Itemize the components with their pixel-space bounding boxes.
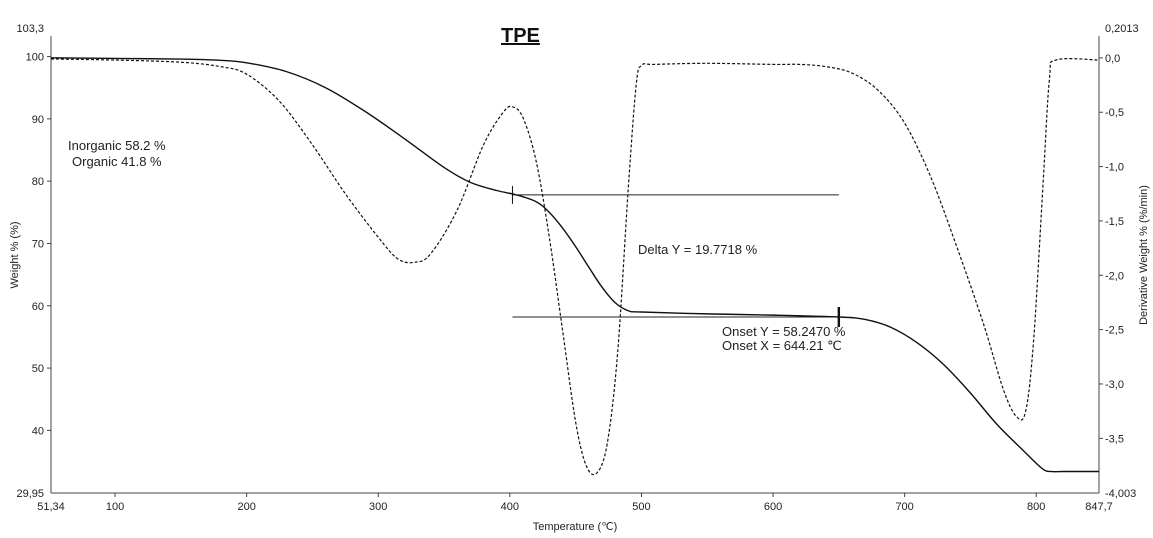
x-tick-label: 600 (764, 501, 782, 513)
y2-tick-label: -2,5 (1105, 325, 1124, 337)
y-max-label: 103,3 (16, 23, 44, 35)
y2-tick-label: -3,0 (1105, 379, 1124, 391)
y-tick-label: 70 (32, 238, 44, 250)
onset-x-label: Onset X = 644.21 ℃ (722, 338, 842, 353)
y-min-label: 29,95 (16, 488, 44, 500)
axes: 100 200 300 400 500 600 700 800 51,34 847,7 40 50 60… (16, 23, 1138, 513)
y2-tick-label: -0,5 (1105, 107, 1124, 119)
x-tick-label: 100 (106, 501, 124, 513)
x-tick-label: 200 (237, 501, 255, 513)
y-tick-label: 90 (32, 114, 44, 126)
y-axis-title: Weight % (%) (9, 221, 21, 288)
y2-max-label: 0,2013 (1105, 23, 1139, 35)
inorganic-label: Inorganic 58.2 % (68, 138, 166, 153)
y2-min-label: -4,003 (1105, 488, 1136, 500)
derivative-weight-curve (50, 58, 1100, 476)
y2-tick-label: -1,5 (1105, 216, 1124, 228)
y-tick-label: 80 (32, 176, 44, 188)
curves (50, 57, 1100, 476)
y-tick-label: 40 (32, 425, 44, 437)
x-min-label: 51,34 (37, 501, 65, 513)
y-tick-label: 50 (32, 363, 44, 375)
x-axis-title: Temperature (℃) (533, 521, 618, 533)
y2-axis-title: Derivative Weight % (%/min) (1138, 185, 1150, 325)
weight-curve (50, 57, 1099, 473)
onset-y-label: Onset Y = 58.2470 % (722, 324, 846, 339)
y2-tick-label: -3,5 (1105, 433, 1124, 445)
x-tick-label: 300 (369, 501, 387, 513)
reference-lines (512, 194, 839, 318)
x-tick-label: 800 (1027, 501, 1045, 513)
x-tick-label: 700 (895, 501, 913, 513)
y-tick-label: 100 (26, 52, 44, 64)
chart-title: TPE (501, 25, 540, 47)
y2-tick-label: -2,0 (1105, 270, 1124, 282)
x-max-label: 847,7 (1085, 501, 1113, 513)
y2-tick-label: 0,0 (1105, 53, 1120, 65)
y-tick-label: 60 (32, 301, 44, 313)
x-tick-label: 500 (632, 501, 650, 513)
organic-label: Organic 41.8 % (72, 154, 162, 169)
delta-y-label: Delta Y = 19.7718 % (638, 242, 758, 257)
y2-tick-label: -1,0 (1105, 162, 1124, 174)
x-tick-label: 400 (501, 501, 519, 513)
onset-markers (511, 185, 841, 327)
